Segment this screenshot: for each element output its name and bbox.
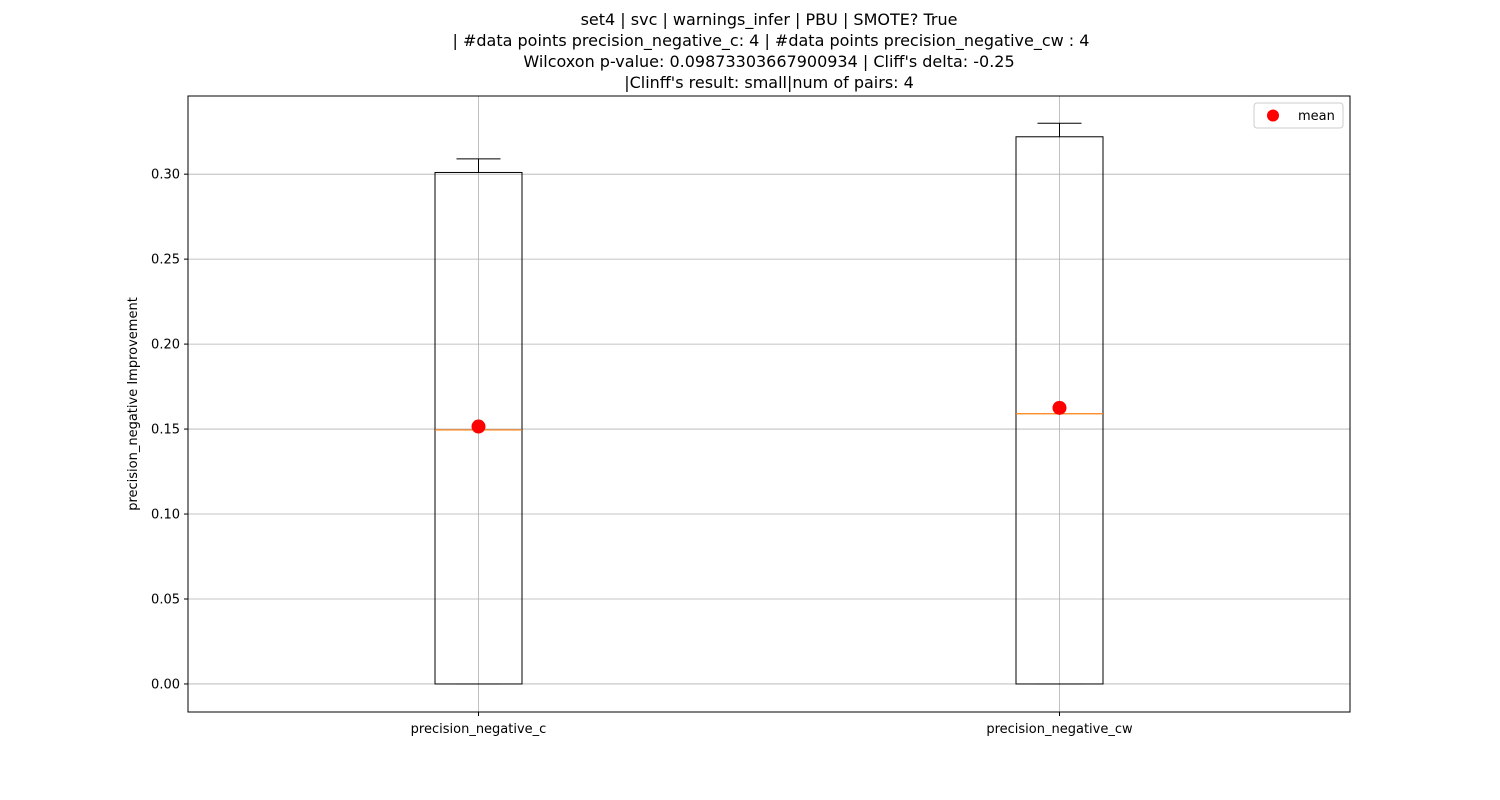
y-axis-ticks: 0.00 0.05 0.10 0.15 0.20 0.25 0.30	[151, 168, 188, 692]
y-tick-label: 0.15	[151, 423, 180, 438]
y-tick-label: 0.05	[151, 592, 180, 607]
title-line-4: |Clinff's result: small|num of pairs: 4	[624, 73, 914, 92]
legend-mean-label: mean	[1298, 109, 1335, 124]
box-iqr	[1015, 136, 1104, 685]
mean-marker	[471, 419, 486, 434]
mean-marker	[1052, 400, 1067, 415]
box-iqr	[434, 171, 523, 685]
legend-frame	[1253, 102, 1344, 129]
legend-mean-marker	[1267, 109, 1279, 122]
x-axis-ticks: precision_negative_c precision_negative_c…	[411, 712, 1133, 737]
y-tick-label: 0.30	[151, 168, 180, 183]
title-line-3: Wilcoxon p-value: 0.09873303667900934 | …	[523, 52, 1014, 71]
grid	[188, 96, 1350, 712]
legend: mean	[1253, 102, 1344, 129]
y-tick-label: 0.10	[151, 508, 180, 523]
title-line-2: | #data points precision_negative_c: 4 |…	[453, 31, 1090, 51]
y-tick-label: 0.00	[151, 677, 180, 692]
x-tick-label: precision_negative_cw	[986, 722, 1133, 737]
plot-area-frame	[187, 95, 1351, 713]
y-tick-label: 0.25	[151, 253, 180, 268]
chart-title: set4 | svc | warnings_infer | PBU | SMOT…	[453, 10, 1090, 92]
boxes	[434, 122, 1104, 685]
x-tick-label: precision_negative_c	[411, 722, 547, 737]
y-tick-label: 0.20	[151, 338, 180, 353]
title-line-1: set4 | svc | warnings_infer | PBU | SMOT…	[581, 10, 958, 30]
y-axis-label: precision_negative Improvement	[126, 297, 141, 511]
